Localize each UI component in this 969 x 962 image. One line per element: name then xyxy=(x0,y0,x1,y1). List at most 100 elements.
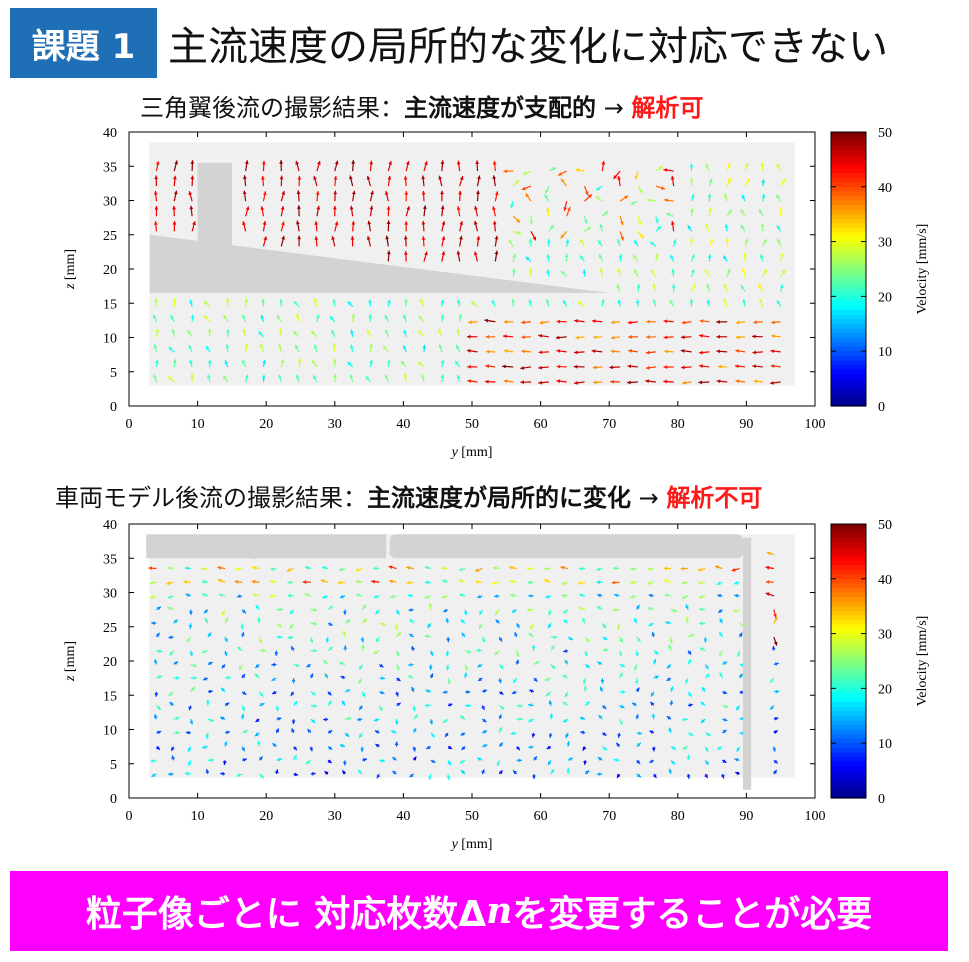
vector-arrow xyxy=(201,580,208,584)
vector-arrow xyxy=(704,759,710,766)
vector-arrow xyxy=(726,268,731,277)
vector-arrow xyxy=(579,593,586,598)
vector-arrow xyxy=(636,742,642,748)
vector-arrow xyxy=(184,566,191,571)
y-tick-label: 35 xyxy=(103,552,117,567)
vector-arrow xyxy=(733,581,740,585)
vector-arrow xyxy=(704,732,711,737)
vector-arrow xyxy=(735,771,740,776)
vector-arrow xyxy=(687,691,692,698)
vector-arrow xyxy=(565,732,569,739)
vector-arrow xyxy=(686,754,691,761)
vector-arrow xyxy=(313,344,318,353)
vector-arrow xyxy=(515,650,520,658)
vector-arrow xyxy=(699,621,706,626)
vector-arrow xyxy=(347,300,354,308)
vector-arrow xyxy=(499,705,505,710)
y-tick-label: 20 xyxy=(103,263,117,278)
vector-arrow xyxy=(188,344,193,353)
vector-arrow xyxy=(722,255,728,262)
vector-arrow xyxy=(545,691,552,697)
vector-arrow xyxy=(236,773,243,777)
vector-arrow xyxy=(476,757,483,762)
vector-arrow xyxy=(599,223,604,232)
vector-arrow xyxy=(689,237,694,247)
vector-arrow xyxy=(597,661,603,666)
vector-arrow xyxy=(708,178,713,187)
vector-arrow xyxy=(259,648,266,653)
vector-arrow xyxy=(550,635,558,640)
vector-arrow xyxy=(316,205,321,217)
vector-arrow xyxy=(428,773,433,780)
vector-arrow xyxy=(636,731,643,736)
vector-arrow xyxy=(668,768,673,775)
vector-arrow xyxy=(582,269,587,277)
vector-arrow xyxy=(477,677,483,682)
vector-arrow xyxy=(753,379,763,384)
vector-arrow xyxy=(290,645,295,651)
vector-arrow xyxy=(241,609,247,614)
vector-arrow xyxy=(716,746,723,751)
vector-arrow xyxy=(494,191,499,202)
vector-arrow xyxy=(583,685,588,692)
vector-arrow xyxy=(735,705,741,711)
vector-arrow xyxy=(476,175,481,187)
vector-arrow xyxy=(360,636,365,643)
vector-arrow xyxy=(278,343,282,353)
vector-arrow xyxy=(652,283,657,292)
vector-arrow xyxy=(291,728,295,734)
vector-arrow xyxy=(291,719,296,725)
vector-arrow xyxy=(386,220,391,232)
vector-arrow xyxy=(151,621,157,626)
vector-arrow xyxy=(156,606,162,611)
vector-arrow xyxy=(597,593,603,598)
vector-arrow xyxy=(681,365,692,370)
vector-arrow xyxy=(287,580,294,585)
vector-arrow xyxy=(203,315,211,323)
vector-arrow xyxy=(613,170,621,180)
vector-arrow xyxy=(636,759,641,765)
vector-arrow xyxy=(663,566,671,571)
vector-arrow xyxy=(423,160,428,172)
vector-arrow xyxy=(758,208,764,217)
vector-arrow xyxy=(153,374,158,383)
vector-arrow xyxy=(481,718,487,723)
vector-arrow xyxy=(270,567,277,571)
vector-arrow xyxy=(173,160,178,172)
y-tick-label: 40 xyxy=(103,518,117,533)
vector-arrow xyxy=(531,732,536,738)
vector-arrow xyxy=(205,345,211,353)
vector-arrow xyxy=(153,221,158,232)
colorbar-label: Velocity [mm/s] xyxy=(915,224,930,315)
vector-arrow xyxy=(286,567,294,572)
vector-arrow xyxy=(681,595,689,600)
vector-arrow xyxy=(616,283,621,292)
vector-arrow xyxy=(726,162,731,172)
vector-arrow xyxy=(773,717,779,721)
vector-arrow xyxy=(310,608,318,612)
vector-arrow xyxy=(628,349,639,353)
vector-arrow xyxy=(429,719,434,725)
vector-arrow xyxy=(189,359,193,368)
vector-arrow xyxy=(561,581,569,585)
vector-arrow xyxy=(438,344,443,353)
vector-arrow xyxy=(190,686,196,693)
vector-arrow xyxy=(636,284,641,292)
vector-arrow xyxy=(412,746,416,752)
vector-arrow xyxy=(262,359,267,368)
vector-arrow xyxy=(498,636,503,642)
vector-arrow xyxy=(556,379,567,384)
vector-arrow xyxy=(361,644,365,651)
vector-arrow xyxy=(634,170,639,180)
vector-arrow xyxy=(202,676,209,681)
vector-arrow xyxy=(185,593,191,598)
vector-arrow xyxy=(258,755,264,761)
vector-arrow xyxy=(548,167,557,172)
vector-arrow xyxy=(167,594,174,599)
vector-arrow xyxy=(293,754,297,761)
vector-arrow xyxy=(304,566,311,570)
vector-arrow xyxy=(655,185,666,190)
vector-arrow xyxy=(596,567,603,571)
vector-arrow xyxy=(388,579,397,584)
vector-arrow xyxy=(279,160,284,172)
